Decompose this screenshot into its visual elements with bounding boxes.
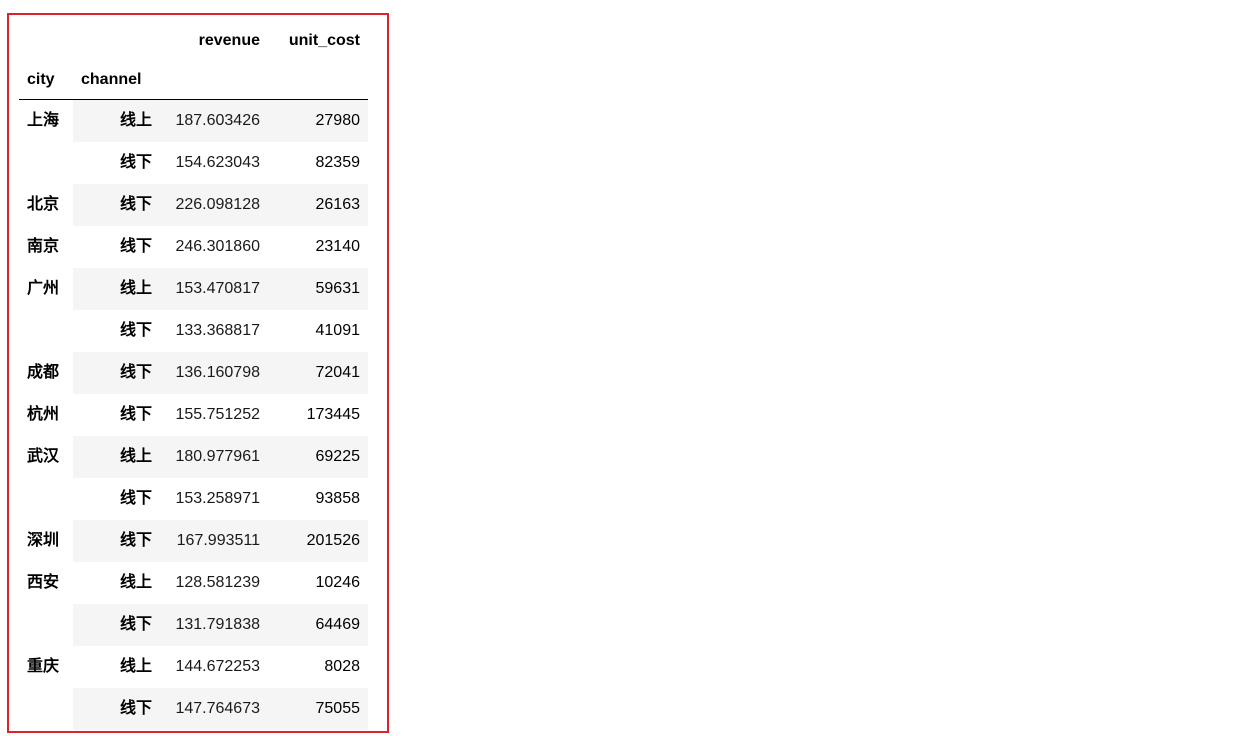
row-label-city: 深圳 [19,520,73,562]
table-row: 北京 线下 226.098128 26163 [19,184,368,226]
cell-revenue: 167.993511 [160,520,268,562]
row-label-channel: 线上 [73,268,160,310]
table-row: 成都 线下 136.160798 72041 [19,352,368,394]
index-name-city: city [19,60,73,100]
dataframe-table: revenue unit_cost city channel 上海 线上 187.6… [19,22,368,730]
row-label-channel: 线下 [73,520,160,562]
table-row: 线下 133.368817 41091 [19,310,368,352]
cell-unit-cost: 27980 [268,99,368,142]
row-label-channel: 线下 [73,310,160,352]
table-header: revenue unit_cost city channel [19,22,368,100]
table-row: 线下 131.791838 64469 [19,604,368,646]
row-label-channel: 线下 [73,604,160,646]
cell-unit-cost: 26163 [268,184,368,226]
index-name-row: city channel [19,60,368,100]
cell-unit-cost: 59631 [268,268,368,310]
cell-revenue: 144.672253 [160,646,268,688]
highlight-frame: revenue unit_cost city channel 上海 线上 187.6… [7,13,389,733]
table-row: 杭州 线下 155.751252 173445 [19,394,368,436]
column-header-revenue: revenue [198,32,260,49]
cell-unit-cost: 93858 [268,478,368,520]
cell-revenue: 153.470817 [160,268,268,310]
cell-unit-cost: 173445 [268,394,368,436]
row-label-channel: 线下 [73,394,160,436]
cell-revenue: 187.603426 [160,99,268,142]
blank-header-cell [268,60,368,100]
row-label-channel: 线下 [73,688,160,730]
table-row: 线下 153.258971 93858 [19,478,368,520]
row-label-city: 杭州 [19,394,73,436]
blank-header-cell [160,60,268,100]
row-label-channel: 线上 [73,646,160,688]
cell-unit-cost: 10246 [268,562,368,604]
cell-revenue: 153.258971 [160,478,268,520]
cell-unit-cost: 72041 [268,352,368,394]
row-label-city: 广州 [19,268,73,352]
table-row: 重庆 线上 144.672253 8028 [19,646,368,730]
row-label-channel: 线下 [73,352,160,394]
row-label-city: 南京 [19,226,73,268]
row-label-channel: 线上 [73,436,160,478]
cell-revenue: 136.160798 [160,352,268,394]
cell-revenue: 133.368817 [160,310,268,352]
cell-unit-cost: 8028 [268,646,368,688]
table-row: 武汉 线上 180.977961 69225 [19,436,368,520]
cell-revenue: 226.098128 [160,184,268,226]
table-row: 深圳 线下 167.993511 201526 [19,520,368,562]
cell-unit-cost: 82359 [268,142,368,184]
cell-unit-cost: 41091 [268,310,368,352]
cell-unit-cost: 69225 [268,436,368,478]
cell-unit-cost: 64469 [268,604,368,646]
cell-revenue: 155.751252 [160,394,268,436]
column-header-row: revenue unit_cost [19,22,368,60]
row-label-channel: 线下 [73,478,160,520]
row-label-city: 重庆 [19,646,73,730]
table-row: 线下 147.764673 75055 [19,688,368,730]
table-row: 广州 线上 153.470817 59631 [19,268,368,352]
cell-revenue: 154.623043 [160,142,268,184]
row-label-channel: 线上 [73,99,160,142]
row-label-city: 北京 [19,184,73,226]
row-label-channel: 线下 [73,184,160,226]
table-row: 上海 线上 187.603426 27980 [19,99,368,184]
row-label-channel: 线下 [73,226,160,268]
cell-revenue: 246.301860 [160,226,268,268]
cell-unit-cost: 23140 [268,226,368,268]
column-header-unit-cost: unit_cost [288,32,360,49]
index-name-channel: channel [73,60,160,100]
row-label-channel: 线上 [73,562,160,604]
row-label-city: 武汉 [19,436,73,520]
cell-unit-cost: 201526 [268,520,368,562]
row-label-city: 西安 [19,562,73,646]
blank-header-cell [19,22,73,60]
cell-revenue: 131.791838 [160,604,268,646]
cell-revenue: 180.977961 [160,436,268,478]
blank-header-cell [73,22,160,60]
cell-unit-cost: 75055 [268,688,368,730]
table-row: 线下 154.623043 82359 [19,142,368,184]
row-label-city: 上海 [19,99,73,184]
table-row: 南京 线下 246.301860 23140 [19,226,368,268]
row-label-city: 成都 [19,352,73,394]
row-label-channel: 线下 [73,142,160,184]
table-body: 上海 线上 187.603426 27980 线下 154.623043 82359 北京 线下… [19,99,368,730]
table-row: 西安 线上 128.581239 10246 [19,562,368,646]
cell-revenue: 128.581239 [160,562,268,604]
cell-revenue: 147.764673 [160,688,268,730]
